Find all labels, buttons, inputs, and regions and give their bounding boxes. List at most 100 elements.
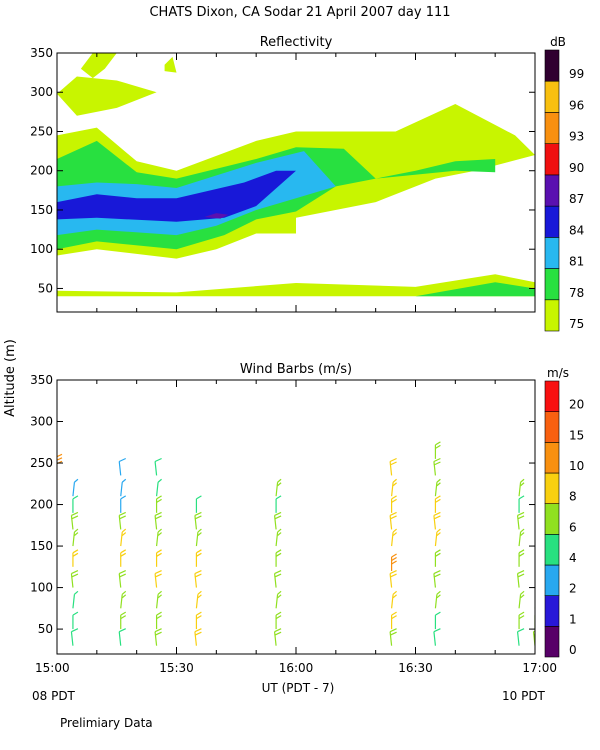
wind-barb	[275, 478, 282, 497]
wind-barb	[534, 614, 535, 630]
y-tick-label: 250	[30, 124, 53, 138]
wind-barb	[155, 495, 162, 513]
contour-region-84	[57, 170, 296, 222]
colorbar-swatch	[544, 503, 560, 535]
reflectivity-panel: Reflectivity 50 100 150 200 250 300 350 75 78 81 84…	[30, 35, 584, 332]
wind-barb	[118, 511, 126, 530]
colorbar-label: 6	[569, 520, 577, 534]
wind-barb	[120, 495, 127, 513]
wind-barb	[518, 478, 525, 497]
wind-barb	[70, 628, 79, 646]
colorbar-label: 15	[569, 428, 584, 442]
x-tick-label: 15:30	[159, 661, 194, 675]
colorbar-swatch	[544, 442, 560, 474]
contour-region-75	[164, 56, 177, 73]
wind-barb	[433, 628, 441, 646]
wind-barb	[154, 457, 162, 476]
wind-barb	[273, 628, 282, 646]
contour-region-78	[415, 282, 535, 297]
wind-barb	[120, 611, 127, 630]
wind-barb	[72, 528, 79, 547]
colorbar-label: 10	[569, 459, 584, 473]
colorbar-swatch	[544, 534, 560, 566]
y-tick-label: 350	[30, 46, 53, 60]
wind-barb	[518, 528, 525, 547]
y-tick-label: 200	[30, 164, 53, 178]
wind-barb	[154, 570, 162, 588]
colorbar-swatch	[544, 411, 560, 443]
y-tick-label: 200	[30, 498, 53, 512]
wind-barb	[72, 590, 79, 609]
colorbar-swatch	[544, 237, 560, 269]
colorbar-swatch	[544, 205, 560, 238]
wind-barb	[275, 495, 282, 513]
wind-barb	[534, 602, 535, 609]
wind-barb	[391, 495, 397, 513]
wind-barb	[389, 457, 397, 476]
colorbar-swatch	[544, 595, 560, 627]
colorbar-label: 81	[569, 255, 584, 269]
wind-barb	[518, 495, 525, 513]
wind-barb	[195, 549, 202, 567]
wind-barb	[391, 590, 397, 609]
wind-barb	[434, 549, 441, 567]
wind-barb	[194, 570, 202, 588]
wind-barb	[120, 478, 127, 497]
wind-barb	[155, 549, 162, 567]
colorbar-swatch	[544, 112, 560, 144]
wind-barb	[70, 511, 79, 530]
colorbar-label: 75	[569, 317, 584, 331]
colorbar-label: 8	[569, 490, 577, 504]
wind-barb	[518, 590, 525, 609]
wind-barb	[518, 611, 525, 630]
wind-barb	[389, 628, 397, 646]
wind-barb	[72, 549, 79, 567]
colorbar-label: 20	[569, 398, 584, 412]
colorbar-label: 93	[569, 130, 584, 144]
y-tick-label: 300	[30, 85, 53, 99]
colorbar-swatch	[544, 299, 560, 332]
wind-barb	[194, 511, 202, 530]
colorbar-swatch	[544, 80, 560, 113]
colorbar-swatch	[544, 174, 560, 207]
x-right-note: 10 PDT	[502, 689, 546, 703]
colorbar-swatch	[544, 380, 560, 412]
wind-barb	[275, 528, 282, 547]
wind-barb	[155, 590, 162, 609]
x-tick-label: 15:00	[35, 661, 70, 675]
wind-barb	[434, 528, 441, 547]
plot-area	[57, 53, 535, 297]
wind-barb	[434, 590, 441, 609]
colorbar-label: 90	[569, 161, 584, 175]
colorbar-label: 84	[569, 223, 584, 237]
y-tick-label: 150	[30, 203, 53, 217]
wind-barbs-panel: Wind Barbs (m/s)5010015020025030035015:0…	[30, 362, 584, 675]
wind-barb	[273, 511, 282, 530]
axes-frame	[56, 379, 536, 655]
colorbar-swatch	[544, 143, 560, 176]
wind-barb	[195, 590, 202, 609]
colorbar-label: 0	[569, 643, 577, 657]
y-tick-label: 150	[30, 539, 53, 553]
colorbar-label: 78	[569, 286, 584, 300]
wind-barb	[389, 511, 397, 530]
colorbar-label: 1	[569, 612, 577, 626]
wind-barb	[433, 570, 441, 588]
wind-barb	[433, 511, 441, 530]
wind-barb	[275, 549, 282, 567]
plot-area	[57, 441, 535, 646]
y-tick-label: 100	[30, 242, 53, 256]
wind-barb	[516, 511, 525, 530]
colorbar-label: 4	[569, 551, 577, 565]
wind-barb	[120, 590, 127, 609]
colorbar-label: 2	[569, 582, 577, 596]
wind-barb	[434, 611, 441, 630]
wind-barb	[155, 478, 162, 497]
wind-barb	[518, 549, 525, 567]
wind-barb	[434, 495, 441, 513]
y-tick-label: 300	[30, 415, 53, 429]
wind-barb	[275, 611, 282, 630]
contour-region-75	[57, 76, 157, 116]
colorbar-swatch	[544, 268, 560, 301]
wind-barb	[72, 478, 79, 497]
